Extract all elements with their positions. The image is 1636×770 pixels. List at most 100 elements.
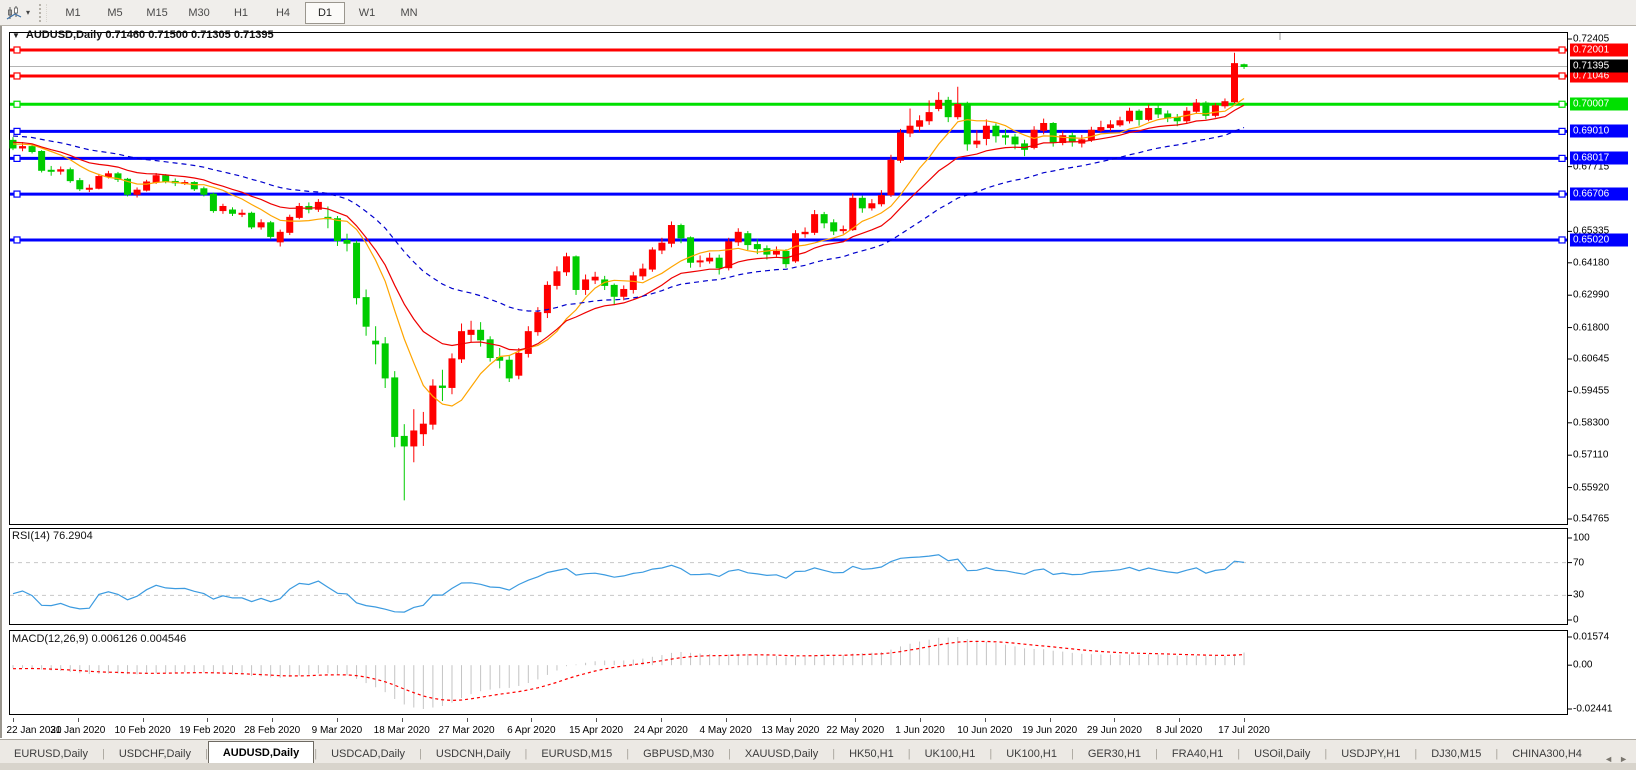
collapse-triangle-icon[interactable]: ▼ bbox=[12, 30, 20, 40]
macd-tick-label: 0.01574 bbox=[1573, 631, 1610, 643]
tab-usdchf-daily[interactable]: USDCHF,Daily bbox=[118, 748, 191, 760]
date-tick-label: 8 Jul 2020 bbox=[1156, 725, 1203, 736]
chart-tab-bar: EURUSD,Daily | USDCHF,Daily | AUDUSD,Daily | U… bbox=[0, 739, 1636, 764]
tab-separator: | bbox=[1237, 748, 1241, 760]
hline-anchor-handle[interactable] bbox=[1558, 154, 1566, 163]
tab-fra40-h1[interactable]: FRA40,H1 bbox=[1171, 748, 1224, 760]
date-tick-label: 17 Jul 2020 bbox=[1218, 725, 1270, 736]
tab-xauusd-daily[interactable]: XAUUSD,Daily bbox=[744, 748, 819, 760]
rsi-axis[interactable]: 100 70 30 0 bbox=[1568, 527, 1636, 628]
hline-anchor-handle[interactable] bbox=[1558, 100, 1566, 108]
hline-price-badge: 0.68017 bbox=[1570, 151, 1628, 165]
tab-uk100-h1[interactable]: UK100,H1 bbox=[1006, 748, 1057, 760]
price-tick-label: 0.54765 bbox=[1573, 513, 1610, 525]
date-tick-label: 19 Feb 2020 bbox=[179, 725, 236, 736]
macd-tick-label: -0.02441 bbox=[1573, 703, 1613, 715]
tab-ger30-h1[interactable]: GER30,H1 bbox=[1087, 748, 1142, 760]
macd-panel[interactable] bbox=[2, 630, 1636, 717]
macd-histogram-layer bbox=[12, 637, 1245, 709]
tab-dj30-m15[interactable]: DJ30,M15 bbox=[1431, 748, 1482, 760]
tab-separator: | bbox=[1414, 748, 1418, 760]
price-tick-label: 0.59455 bbox=[1573, 385, 1610, 397]
date-axis[interactable]: 22 Jan 2020 31 Jan 2020 10 Feb 2020 19 Feb … bbox=[2, 718, 1636, 738]
tab-scroll-buttons: ◄ ► bbox=[1604, 754, 1636, 764]
tab-audusd-daily[interactable]: AUDUSD,Daily bbox=[207, 741, 315, 764]
date-tick-label: 19 Jun 2020 bbox=[1022, 725, 1078, 736]
timeframe-button-m1[interactable]: M1 bbox=[65, 6, 81, 19]
price-tick-label: 0.60645 bbox=[1573, 353, 1610, 365]
date-tick-mark bbox=[142, 718, 144, 722]
hline-anchor-handle[interactable] bbox=[13, 127, 21, 135]
date-tick-label: 31 Jan 2020 bbox=[50, 725, 106, 736]
hline-anchor-handle[interactable] bbox=[13, 46, 21, 54]
date-tick-mark bbox=[1244, 718, 1245, 722]
date-tick-label: 18 Mar 2020 bbox=[373, 725, 430, 736]
tab-separator: | bbox=[204, 748, 208, 760]
timeframe-button-h4[interactable]: H4 bbox=[275, 6, 291, 19]
hline-anchor-handle[interactable] bbox=[1558, 72, 1566, 80]
date-tick-mark bbox=[790, 718, 792, 722]
chevron-down-icon[interactable]: ▾ bbox=[26, 8, 31, 17]
hline-anchor-handle[interactable] bbox=[1558, 46, 1566, 54]
hline-anchor-handle[interactable] bbox=[1558, 127, 1566, 135]
hline-anchor-handle[interactable] bbox=[1558, 236, 1566, 244]
tab-usdcnh-daily[interactable]: USDCNH,Daily bbox=[435, 748, 511, 760]
date-tick-label: 27 Mar 2020 bbox=[438, 725, 495, 736]
date-tick-mark bbox=[1179, 718, 1181, 722]
main-price-chart[interactable] bbox=[2, 26, 1636, 526]
hline-anchor-handle[interactable] bbox=[13, 154, 21, 163]
horizontal-lines-layer bbox=[10, 46, 1567, 244]
macd-axis[interactable]: 0.01574 0.00 -0.02441 bbox=[1568, 630, 1636, 717]
current-price-badge: 0.71395 bbox=[1570, 59, 1628, 73]
tab-usdcad-daily[interactable]: USDCAD,Daily bbox=[331, 748, 406, 760]
timeframe-button-d1[interactable]: D1 bbox=[305, 1, 346, 24]
tab-separator: | bbox=[1495, 748, 1499, 760]
tab-usdjpy-h1[interactable]: USDJPY,H1 bbox=[1341, 748, 1401, 760]
hline-anchor-handle[interactable] bbox=[13, 236, 21, 244]
date-tick-mark bbox=[336, 718, 338, 722]
ma-mid-line bbox=[12, 104, 1245, 351]
timeframe-button-h1[interactable]: H1 bbox=[233, 6, 249, 19]
tab-eurusd-daily[interactable]: EURUSD,Daily bbox=[14, 748, 88, 760]
macd-label: MACD(12,26,9) 0.006126 0.004546 bbox=[12, 633, 187, 645]
rsi-tick-label: 100 bbox=[1573, 532, 1590, 544]
price-axis[interactable]: 0.72405 0.67715 0.65335 0.64180 0.62990 0.618… bbox=[1568, 26, 1636, 526]
hline-anchor-handle[interactable] bbox=[13, 190, 21, 198]
hline-price-badge: 0.66706 bbox=[1570, 187, 1628, 201]
tab-gbpusd-m30[interactable]: GBPUSD,M30 bbox=[643, 748, 715, 760]
tab-separator: | bbox=[728, 748, 731, 760]
timeframe-button-m15[interactable]: M15 bbox=[146, 6, 168, 19]
chart-title-text: AUDUSD,Daily 0.71460 0.71500 0.71305 0.7… bbox=[25, 29, 274, 41]
macd-tick-label: 0.00 bbox=[1573, 659, 1593, 671]
tab-china300-h4[interactable]: CHINA300,H4 bbox=[1512, 748, 1582, 760]
date-tick-mark bbox=[401, 718, 403, 722]
date-tick-label: 10 Feb 2020 bbox=[114, 725, 171, 736]
timeframe-button-m30[interactable]: M30 bbox=[188, 6, 210, 19]
date-tick-label: 4 May 2020 bbox=[699, 725, 752, 736]
tab-usoil-daily[interactable]: USOil,Daily bbox=[1254, 748, 1311, 760]
tab-eurusd-m15[interactable]: EURUSD,M15 bbox=[541, 748, 613, 760]
timeframe-button-m5[interactable]: M5 bbox=[107, 6, 123, 19]
date-tick-label: 1 Jun 2020 bbox=[895, 725, 945, 736]
timeframe-button-w1[interactable]: W1 bbox=[358, 6, 376, 19]
tab-separator: | bbox=[524, 748, 528, 760]
rsi-label: RSI(14) 76.2904 bbox=[12, 530, 93, 542]
tab-scroll-right-icon[interactable]: ► bbox=[1619, 754, 1628, 764]
price-tick-label: 0.72405 bbox=[1573, 33, 1610, 45]
hline-anchor-handle[interactable] bbox=[1558, 190, 1566, 198]
tab-hk50-h1[interactable]: HK50,H1 bbox=[849, 748, 894, 760]
timeframe-button-mn[interactable]: MN bbox=[400, 6, 418, 19]
date-tick-mark bbox=[1114, 718, 1116, 722]
date-tick-mark bbox=[984, 718, 986, 722]
toolbar-grip-handle[interactable] bbox=[39, 3, 48, 22]
date-tick-label: 24 Apr 2020 bbox=[633, 725, 688, 736]
date-tick-label: 13 May 2020 bbox=[761, 725, 820, 736]
tab-scroll-left-icon[interactable]: ◄ bbox=[1604, 754, 1614, 764]
main-plot-border bbox=[9, 32, 1568, 525]
tab-uk100-h1[interactable]: UK100,H1 bbox=[924, 748, 976, 760]
chart-tool-button[interactable]: ▾ bbox=[0, 0, 34, 25]
hline-price-badge: 0.70007 bbox=[1570, 97, 1628, 111]
rsi-panel[interactable] bbox=[2, 527, 1636, 628]
hline-anchor-handle[interactable] bbox=[13, 72, 21, 80]
hline-anchor-handle[interactable] bbox=[13, 100, 21, 108]
